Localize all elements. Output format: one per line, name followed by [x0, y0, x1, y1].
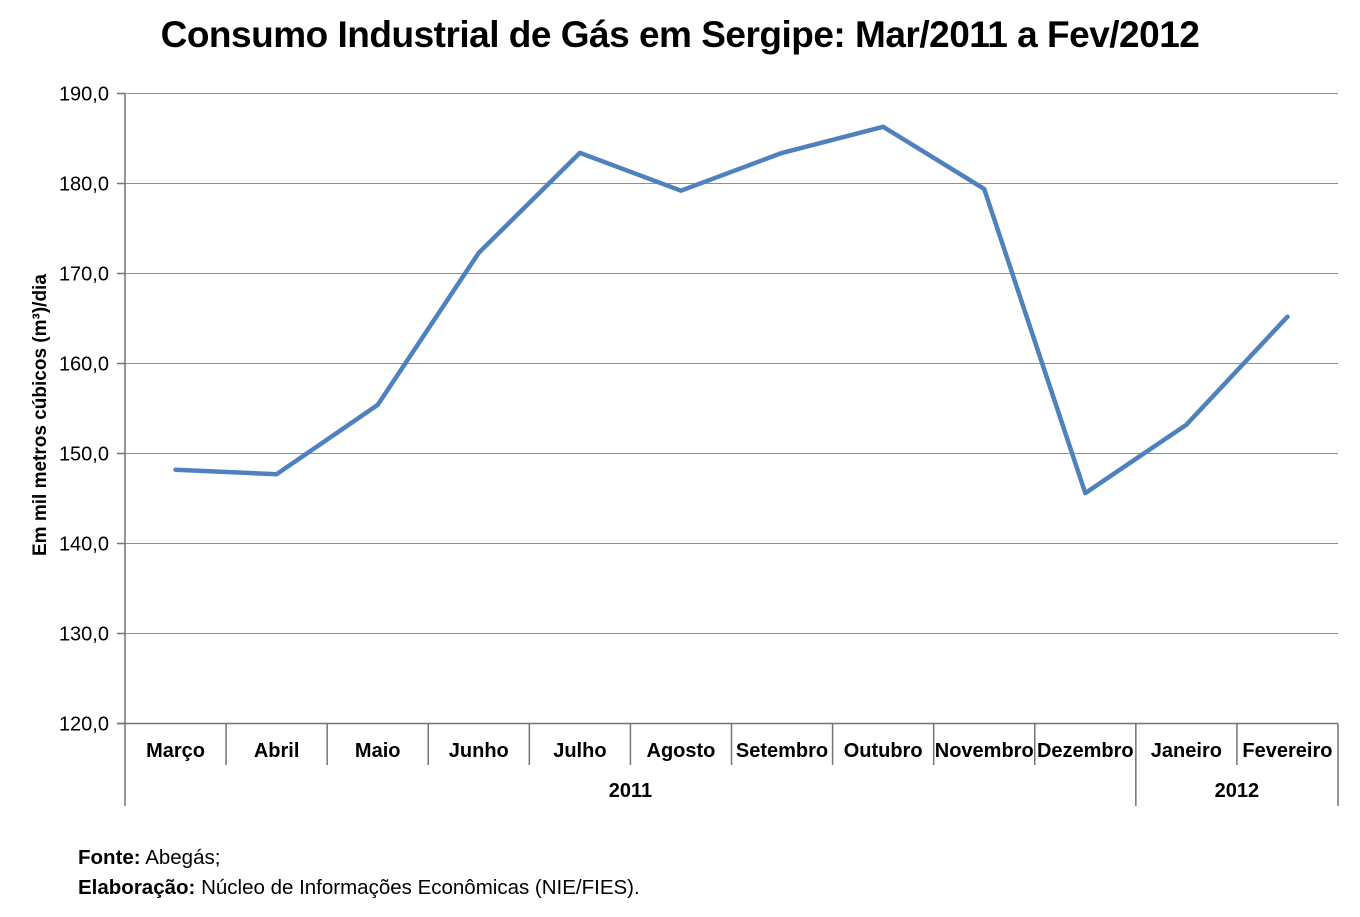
x-axis-label: Maio — [355, 740, 401, 762]
y-tick-label: 190,0 — [59, 84, 109, 106]
elaboration-text: Núcleo de Informações Econômicas (NIE/FI… — [201, 876, 640, 899]
data-series-line — [173, 124, 1290, 496]
x-axis-label: Abril — [254, 740, 300, 762]
x-axis-label: Julho — [553, 740, 606, 762]
elaboration-label: Elaboração: — [78, 876, 196, 899]
y-tick-label: 150,0 — [59, 444, 109, 466]
x-axis-label: Fevereiro — [1242, 740, 1332, 762]
x-axis-label: Março — [146, 740, 205, 762]
x-axis-label: Setembro — [736, 740, 828, 762]
y-tick-label: 160,0 — [59, 354, 109, 376]
source-label: Fonte: — [78, 846, 141, 869]
y-tick-label: 180,0 — [59, 174, 109, 196]
chart-title: Consumo Industrial de Gás em Sergipe: Ma… — [160, 14, 1200, 55]
source-note: Fonte: Abegás; Elaboração: Núcleo de Inf… — [78, 843, 640, 903]
source-text: Abegás; — [145, 846, 221, 869]
x-axis-label: Dezembro — [1037, 740, 1134, 762]
plot-area: 190,0 180,0 170,0 160,0 150,0 140,0 130,0 120,0… — [59, 84, 1339, 806]
y-tick-label: 130,0 — [59, 624, 109, 646]
year-label: 2011 — [609, 780, 652, 802]
y-tick-label: 140,0 — [59, 534, 109, 556]
x-axis-label: Janeiro — [1151, 740, 1222, 762]
x-axis-label: Agosto — [647, 740, 716, 762]
year-label: 2012 — [1215, 780, 1260, 802]
x-axis-label: Outubro — [844, 740, 923, 762]
x-axis-label: Junho — [449, 740, 509, 762]
x-axis-label: Novembro — [935, 740, 1034, 762]
source-line: Fonte: Abegás; — [78, 843, 640, 873]
y-tick-label: 170,0 — [59, 264, 109, 286]
y-tick-label: 120,0 — [59, 714, 109, 736]
elaboration-line: Elaboração: Núcleo de Informações Econôm… — [78, 873, 640, 903]
